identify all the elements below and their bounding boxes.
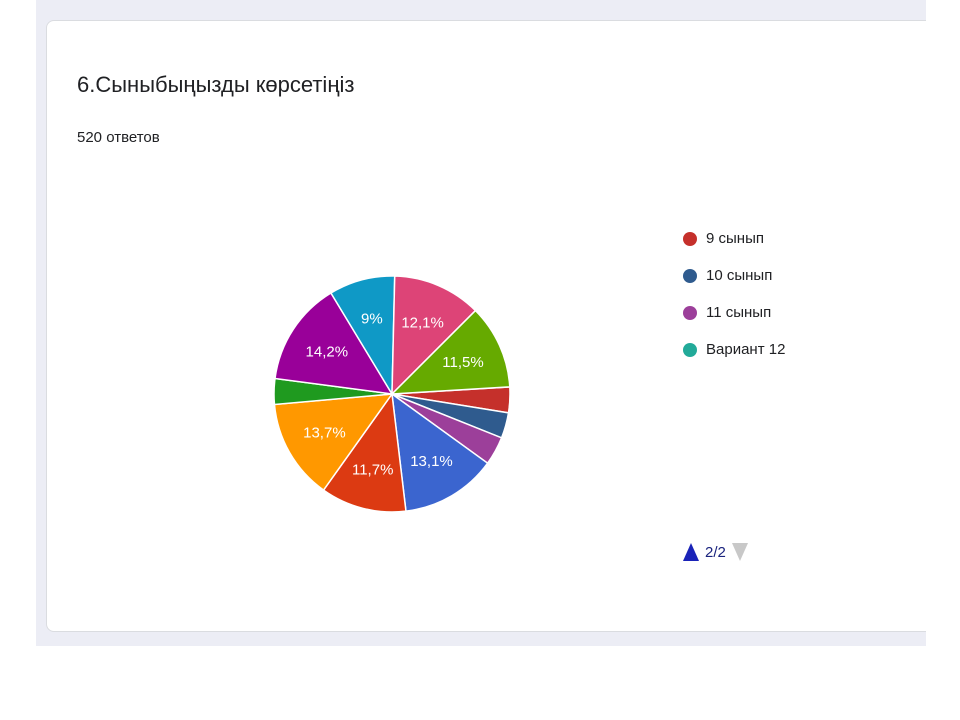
slice-percent-label: 14,2% xyxy=(306,343,349,360)
pie-slice[interactable] xyxy=(273,393,394,492)
right-margin xyxy=(926,0,960,720)
slice-percent-label: 11,7% xyxy=(352,462,393,479)
legend-label: 11 сынып xyxy=(706,304,772,321)
legend-item: 10 сынып xyxy=(683,257,785,294)
pie-slice[interactable] xyxy=(391,275,477,396)
legend-swatch xyxy=(683,305,697,320)
legend-pager: 2/2 xyxy=(683,543,748,561)
legend-swatch xyxy=(683,268,697,283)
legend-item: 11 сынып xyxy=(683,294,785,331)
slice-percent-label: 9% xyxy=(361,311,383,328)
question-title: 6.Сыныбыңызды көрсетіңіз xyxy=(77,72,355,97)
chart-legend: 9 сынып 10 сынып 11 сынып Вариант 12 xyxy=(683,220,785,368)
pie-slice[interactable] xyxy=(322,391,407,513)
slice-percent-label: 12,1% xyxy=(401,314,444,331)
slice-percent-label: 13,1% xyxy=(410,453,453,470)
slice-percent-label: 13,7% xyxy=(303,425,346,442)
page-indicator: 2/2 xyxy=(705,543,726,561)
pie-slice[interactable] xyxy=(390,309,511,395)
response-count: 520 ответов xyxy=(77,129,160,146)
legend-item: 9 сынып xyxy=(683,220,785,257)
legend-item: Вариант 12 xyxy=(683,331,785,368)
legend-label: Вариант 12 xyxy=(706,341,786,358)
page-up-icon[interactable] xyxy=(683,543,699,561)
legend-label: 9 сынып xyxy=(706,230,764,247)
legend-label: 10 сынып xyxy=(706,267,773,284)
slice-percent-label: 11,5% xyxy=(442,354,483,371)
pie-slice[interactable] xyxy=(274,291,394,395)
pie-slice[interactable] xyxy=(391,392,489,513)
question-card xyxy=(46,20,946,632)
page-down-icon[interactable] xyxy=(731,543,748,561)
legend-swatch xyxy=(683,231,697,246)
legend-swatch xyxy=(683,342,697,357)
